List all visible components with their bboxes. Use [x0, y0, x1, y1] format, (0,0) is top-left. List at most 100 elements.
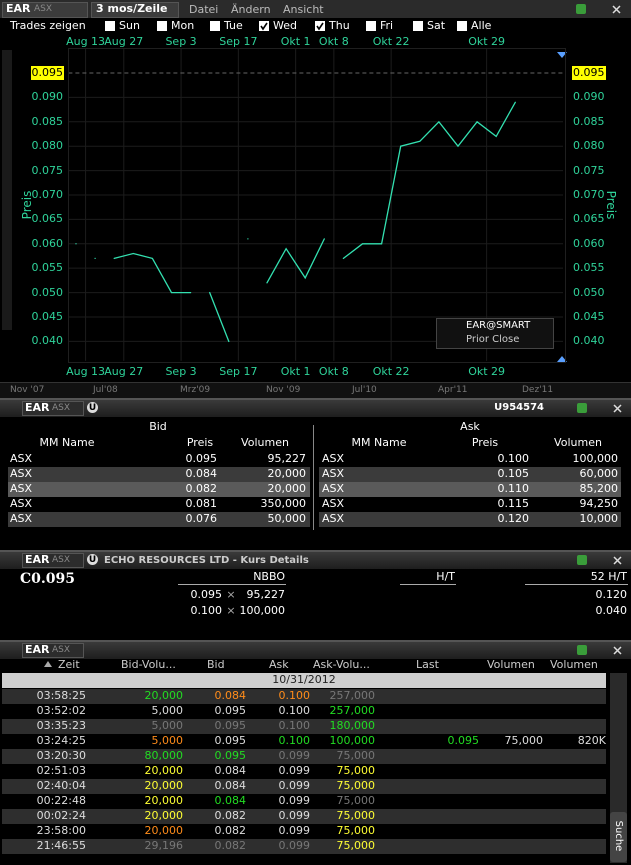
column-header[interactable]: Last — [416, 658, 439, 671]
day-label[interactable]: Alle — [471, 19, 492, 32]
trade-time: 03:35:23 — [36, 719, 86, 732]
date-label: 10/31/2012 — [272, 673, 336, 686]
trade-bid: 0.082 — [214, 839, 247, 852]
volume: 94,250 — [579, 497, 619, 510]
menu-item[interactable]: Ansicht — [283, 3, 324, 16]
day-label[interactable]: Wed — [273, 19, 297, 32]
checkbox[interactable] — [259, 21, 269, 31]
badge — [87, 554, 98, 565]
trade-ask-size: 75,000 — [336, 809, 376, 822]
link-icon[interactable] — [577, 403, 587, 413]
column-header[interactable]: Ask-Volu... — [313, 658, 370, 671]
price: 0.120 — [497, 512, 530, 525]
x-tick-label: Okt 8 — [318, 35, 349, 48]
symbol: EAR — [25, 643, 50, 656]
close-button[interactable] — [613, 646, 622, 655]
date-bar — [2, 673, 606, 688]
checkbox[interactable] — [413, 21, 423, 31]
y-tick-label: 0.040 — [573, 334, 605, 348]
legend-label: EAR@SMART — [466, 320, 531, 331]
trade-row — [2, 749, 606, 764]
day-label[interactable]: Sat — [427, 19, 446, 32]
y-tick-label: 0.090 — [573, 90, 605, 104]
trade-volume: 75,000 — [504, 734, 544, 747]
price-chart — [68, 48, 567, 362]
column-header[interactable]: Volumen — [550, 658, 598, 671]
y-tick-label: 0.040 — [31, 334, 64, 348]
overview-label: Nov '09 — [266, 385, 301, 395]
symbol: EAR — [25, 401, 50, 414]
overview-strip — [0, 382, 631, 398]
trade-bid: 0.095 — [214, 749, 247, 762]
column-header[interactable]: Bid-Volu... — [121, 658, 176, 671]
day-label[interactable]: Mon — [171, 19, 195, 32]
mm-name: ASX — [10, 482, 33, 495]
y-tick-label: 0.050 — [31, 285, 64, 299]
trade-bid-size: 20,000 — [144, 809, 184, 822]
close-button[interactable] — [613, 556, 622, 565]
link-icon[interactable] — [576, 4, 586, 14]
trade-bid-size: 20,000 — [144, 764, 184, 777]
trade-bid-size: 5,000 — [151, 704, 184, 717]
symbol-button[interactable] — [22, 643, 84, 658]
column-header[interactable]: Volumen — [487, 658, 535, 671]
mm-name: ASX — [322, 467, 345, 480]
trade-ask: 0.099 — [278, 839, 311, 852]
trade-ask-size: 257,000 — [329, 704, 376, 717]
badge — [87, 402, 98, 413]
trade-bid: 0.084 — [214, 689, 247, 702]
trades-label: Trades zeigen — [10, 19, 86, 32]
symbol: EAR — [6, 2, 31, 15]
column-header[interactable]: Bid — [207, 658, 225, 671]
column-header[interactable]: Zeit — [58, 658, 80, 671]
day-label[interactable]: Sun — [119, 19, 140, 32]
period-button[interactable] — [91, 2, 179, 18]
bid-row — [8, 512, 310, 527]
trade-ask-size: 180,000 — [329, 719, 376, 732]
trade-ask: 0.100 — [278, 719, 311, 732]
link-icon[interactable] — [577, 645, 587, 655]
trade-ask-size: 257,000 — [329, 689, 376, 702]
prior-close-value: 0.095 — [572, 65, 606, 80]
nbbo-size: 95,227 — [246, 588, 286, 601]
column-header: Preis — [471, 436, 499, 449]
legend-label: Prior Close — [466, 334, 520, 345]
column-header[interactable]: Ask — [269, 658, 289, 671]
checkbox[interactable] — [157, 21, 167, 31]
trade-row — [2, 704, 606, 719]
trade-bid: 0.082 — [214, 809, 247, 822]
y-tick-label: 0.060 — [31, 236, 64, 250]
day-label[interactable]: Thu — [329, 19, 350, 32]
trade-bid: 0.095 — [214, 734, 247, 747]
last-price: C0.095 — [20, 571, 75, 587]
trade-row — [2, 779, 606, 794]
symbol-button[interactable] — [2, 2, 88, 18]
checkbox[interactable] — [457, 21, 467, 31]
x-tick-label: Okt 29 — [468, 365, 506, 378]
day-label[interactable]: Fri — [380, 19, 394, 32]
checkbox[interactable] — [210, 21, 220, 31]
symbol-button[interactable] — [22, 553, 84, 568]
link-icon[interactable] — [577, 555, 587, 565]
overview-label: Mrz'09 — [180, 385, 211, 395]
menu-item[interactable]: Ändern — [231, 3, 271, 16]
price: 0.076 — [185, 512, 218, 525]
menu-item[interactable]: Datei — [189, 3, 219, 16]
search-tab-label[interactable]: Suche — [613, 820, 624, 852]
trade-row — [2, 689, 606, 704]
trade-bid: 0.082 — [214, 824, 247, 837]
close-button[interactable] — [613, 404, 622, 413]
price: 0.105 — [497, 467, 530, 480]
trade-time: 03:20:30 — [36, 749, 86, 762]
trade-time: 00:22:48 — [36, 794, 86, 807]
checkbox[interactable] — [366, 21, 376, 31]
trade-bid-size: 29,196 — [144, 839, 184, 852]
scrollbar — [2, 50, 12, 330]
close-button[interactable] — [612, 5, 621, 14]
check-mark — [316, 22, 324, 31]
checkbox[interactable] — [315, 21, 325, 31]
day-label[interactable]: Tue — [224, 19, 243, 32]
price: 0.095 — [185, 452, 218, 465]
checkbox[interactable] — [105, 21, 115, 31]
symbol-button[interactable] — [22, 401, 84, 416]
